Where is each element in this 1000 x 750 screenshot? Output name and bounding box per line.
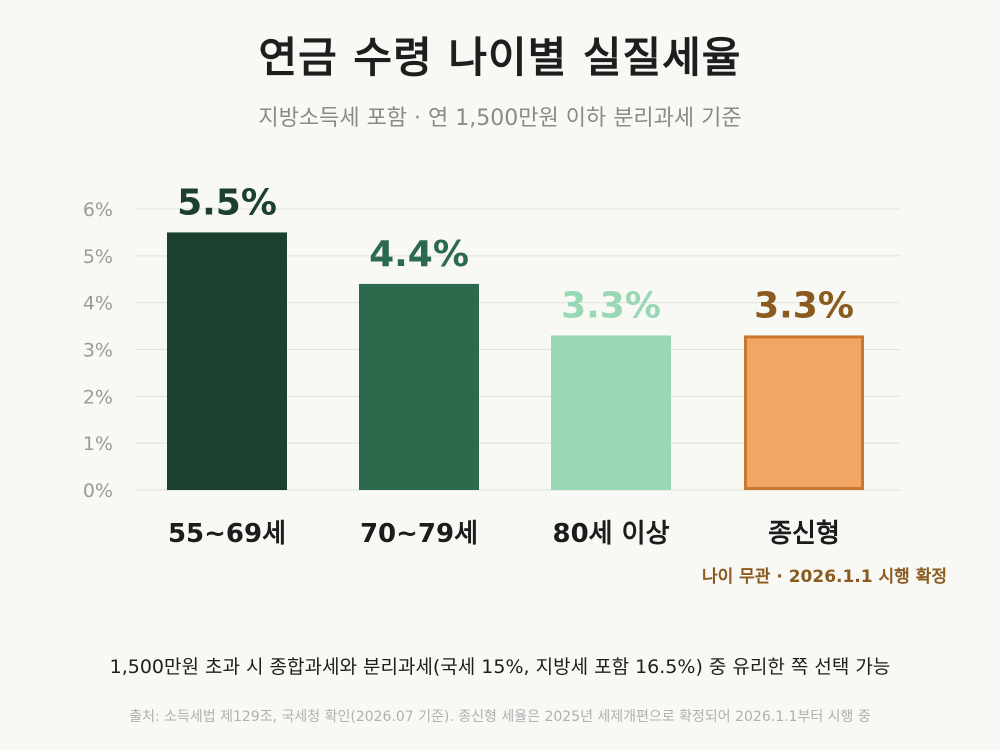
bar [167, 232, 287, 490]
y-tick-label: 3% [83, 340, 113, 362]
y-tick-label: 6% [83, 199, 113, 221]
chart-subtitle: 지방소득세 포함 · 연 1,500만원 이하 분리과세 기준 [258, 106, 742, 131]
source-note: 출처: 소득세법 제129조, 국세청 확인(2026.07 기준). 종신형 … [129, 709, 871, 725]
annotation: 나이 무관 · 2026.1.1 시행 확정 [702, 567, 947, 587]
y-tick-label: 5% [83, 246, 113, 268]
y-tick-label: 0% [83, 480, 113, 502]
x-tick-label: 종신형 [768, 519, 840, 549]
data-label: 4.4% [369, 234, 469, 275]
x-tick-label: 70~79세 [360, 519, 478, 549]
x-tick-label: 55~69세 [168, 519, 286, 549]
bar-chart: 0% 1% 2% 3% 4% 5% 6% 5.5% 4.4% 3.3% 3.3% 55~69세 70… [83, 182, 947, 587]
chart-title: 연금 수령 나이별 실질세율 [258, 33, 742, 82]
y-tick-label: 2% [83, 386, 113, 408]
data-label: 5.5% [177, 182, 277, 223]
x-tick-label: 80세 이상 [553, 519, 670, 549]
bar [551, 335, 671, 490]
bar [359, 283, 479, 490]
y-tick-label: 1% [83, 433, 113, 455]
footnote: 1,500만원 초과 시 종합과세와 분리과세(국세 15%, 지방세 포함 1… [109, 656, 891, 678]
bar [744, 335, 864, 491]
data-label: 3.3% [754, 285, 854, 326]
data-label: 3.3% [561, 285, 661, 326]
y-tick-label: 4% [83, 293, 113, 315]
